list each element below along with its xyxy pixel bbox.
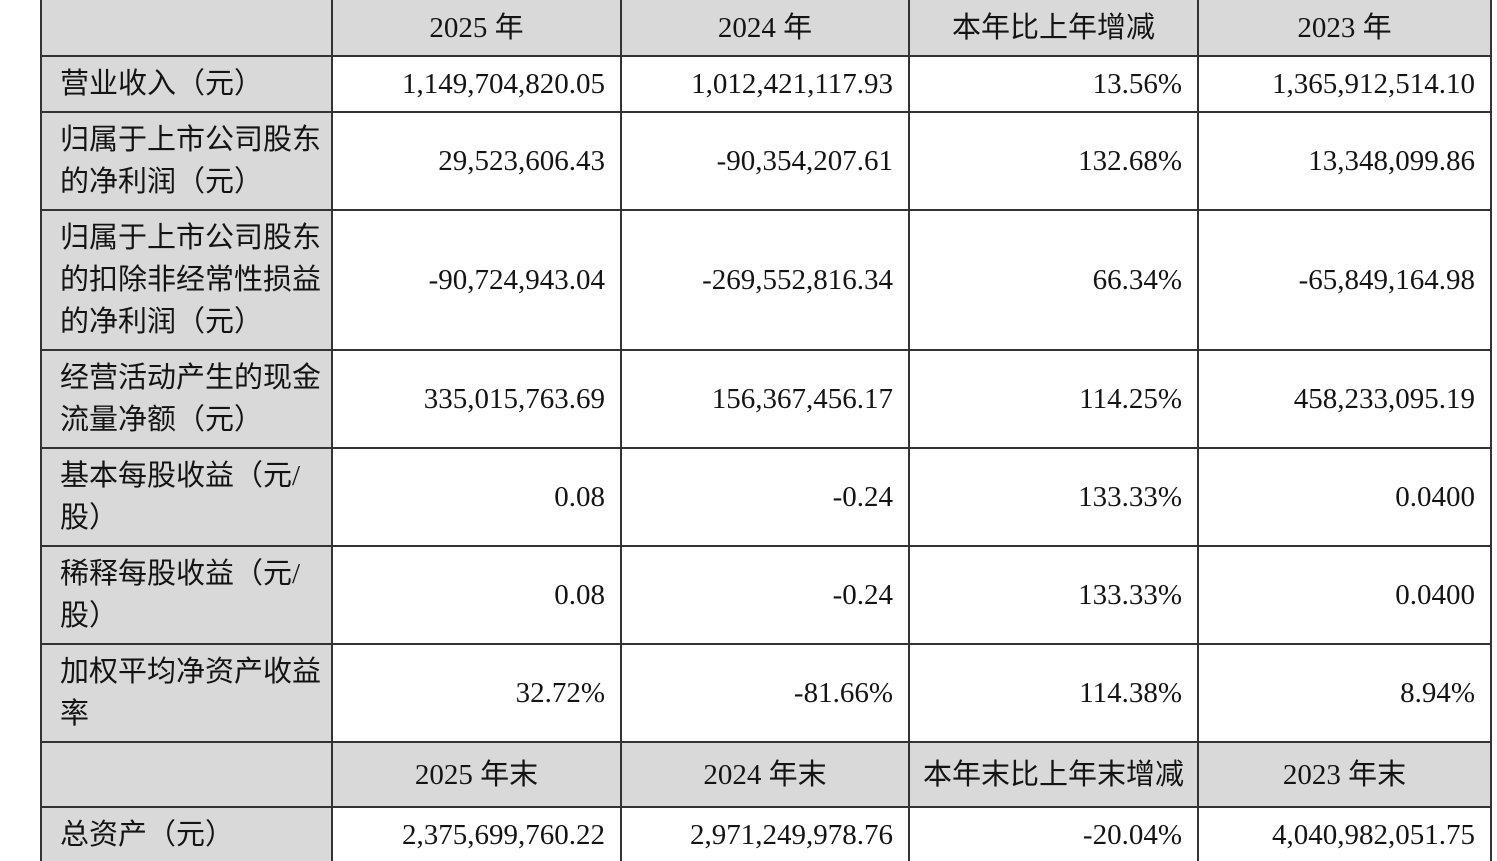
change-cell: 114.25%	[908, 349, 1199, 449]
value-cell: 1,149,704,820.05	[331, 55, 622, 113]
value-cell: 0.0400	[1197, 545, 1492, 645]
value-cell: 2,971,249,978.76	[620, 806, 910, 861]
header-yoy-change: 本年比上年增减	[908, 0, 1199, 57]
value-cell: 29,523,606.43	[331, 111, 622, 211]
row-label-cell: 基本每股收益（元/ 股）	[40, 447, 333, 547]
value-cell: -81.66%	[620, 643, 910, 743]
row-label-cell: 经营活动产生的现金 流量净额（元）	[40, 349, 333, 449]
value-cell: -90,354,207.61	[620, 111, 910, 211]
change-cell: 133.33%	[908, 447, 1199, 547]
value-cell: -65,849,164.98	[1197, 209, 1492, 351]
header-2025: 2025 年	[331, 0, 622, 57]
table-row-net-profit-excl-nonrecurring: 归属于上市公司股东 的扣除非经常性损益 的净利润（元） -90,724,943.…	[40, 209, 1492, 351]
value-cell: 13,348,099.86	[1197, 111, 1492, 211]
table-row-revenue: 营业收入（元） 1,149,704,820.05 1,012,421,117.9…	[40, 55, 1492, 113]
value-cell: 156,367,456.17	[620, 349, 910, 449]
row-label-cell: 总资产（元）	[40, 806, 333, 861]
value-cell: -269,552,816.34	[620, 209, 910, 351]
table-row-weighted-avg-roe: 加权平均净资产收益 率 32.72% -81.66% 114.38% 8.94%	[40, 643, 1492, 743]
row-label-cell: 稀释每股收益（元/ 股）	[40, 545, 333, 645]
header-2024: 2024 年	[620, 0, 910, 57]
value-cell: 0.08	[331, 545, 622, 645]
row-label-cell: 营业收入（元）	[40, 55, 333, 113]
value-cell: 32.72%	[331, 643, 622, 743]
value-cell: 4,040,982,051.75	[1197, 806, 1492, 861]
value-cell: 335,015,763.69	[331, 349, 622, 449]
table-row-diluted-eps: 稀释每股收益（元/ 股） 0.08 -0.24 133.33% 0.0400	[40, 545, 1492, 645]
value-cell: 2,375,699,760.22	[331, 806, 622, 861]
header-2023-year-end: 2023 年末	[1197, 741, 1492, 808]
value-cell: 8.94%	[1197, 643, 1492, 743]
value-cell: 1,365,912,514.10	[1197, 55, 1492, 113]
table-row-total-assets: 总资产（元） 2,375,699,760.22 2,971,249,978.76…	[40, 806, 1492, 861]
header-empty-cell	[40, 0, 333, 57]
row-label-cell: 归属于上市公司股东 的净利润（元）	[40, 111, 333, 211]
change-cell: -20.04%	[908, 806, 1199, 861]
table-row-basic-eps: 基本每股收益（元/ 股） 0.08 -0.24 133.33% 0.0400	[40, 447, 1492, 547]
table-row-operating-cash-flow: 经营活动产生的现金 流量净额（元） 335,015,763.69 156,367…	[40, 349, 1492, 449]
header-2023: 2023 年	[1197, 0, 1492, 57]
value-cell: 1,012,421,117.93	[620, 55, 910, 113]
change-cell: 114.38%	[908, 643, 1199, 743]
value-cell: -0.24	[620, 545, 910, 645]
change-cell: 132.68%	[908, 111, 1199, 211]
change-cell: 66.34%	[908, 209, 1199, 351]
table-header-row-year-end: 2025 年末 2024 年末 本年末比上年末增减 2023 年末	[40, 741, 1492, 808]
value-cell: -90,724,943.04	[331, 209, 622, 351]
table-row-net-profit: 归属于上市公司股东 的净利润（元） 29,523,606.43 -90,354,…	[40, 111, 1492, 211]
value-cell: -0.24	[620, 447, 910, 547]
table-header-row-annual: 2025 年 2024 年 本年比上年增减 2023 年	[40, 0, 1492, 57]
value-cell: 0.0400	[1197, 447, 1492, 547]
header-empty-cell	[40, 741, 333, 808]
change-cell: 13.56%	[908, 55, 1199, 113]
row-label-cell: 加权平均净资产收益 率	[40, 643, 333, 743]
header-year-end-change: 本年末比上年末增减	[908, 741, 1199, 808]
financial-summary-table: 2025 年 2024 年 本年比上年增减 2023 年 营业收入（元） 1,1…	[40, 0, 1492, 861]
value-cell: 0.08	[331, 447, 622, 547]
value-cell: 458,233,095.19	[1197, 349, 1492, 449]
header-2025-year-end: 2025 年末	[331, 741, 622, 808]
header-2024-year-end: 2024 年末	[620, 741, 910, 808]
change-cell: 133.33%	[908, 545, 1199, 645]
row-label-cell: 归属于上市公司股东 的扣除非经常性损益 的净利润（元）	[40, 209, 333, 351]
